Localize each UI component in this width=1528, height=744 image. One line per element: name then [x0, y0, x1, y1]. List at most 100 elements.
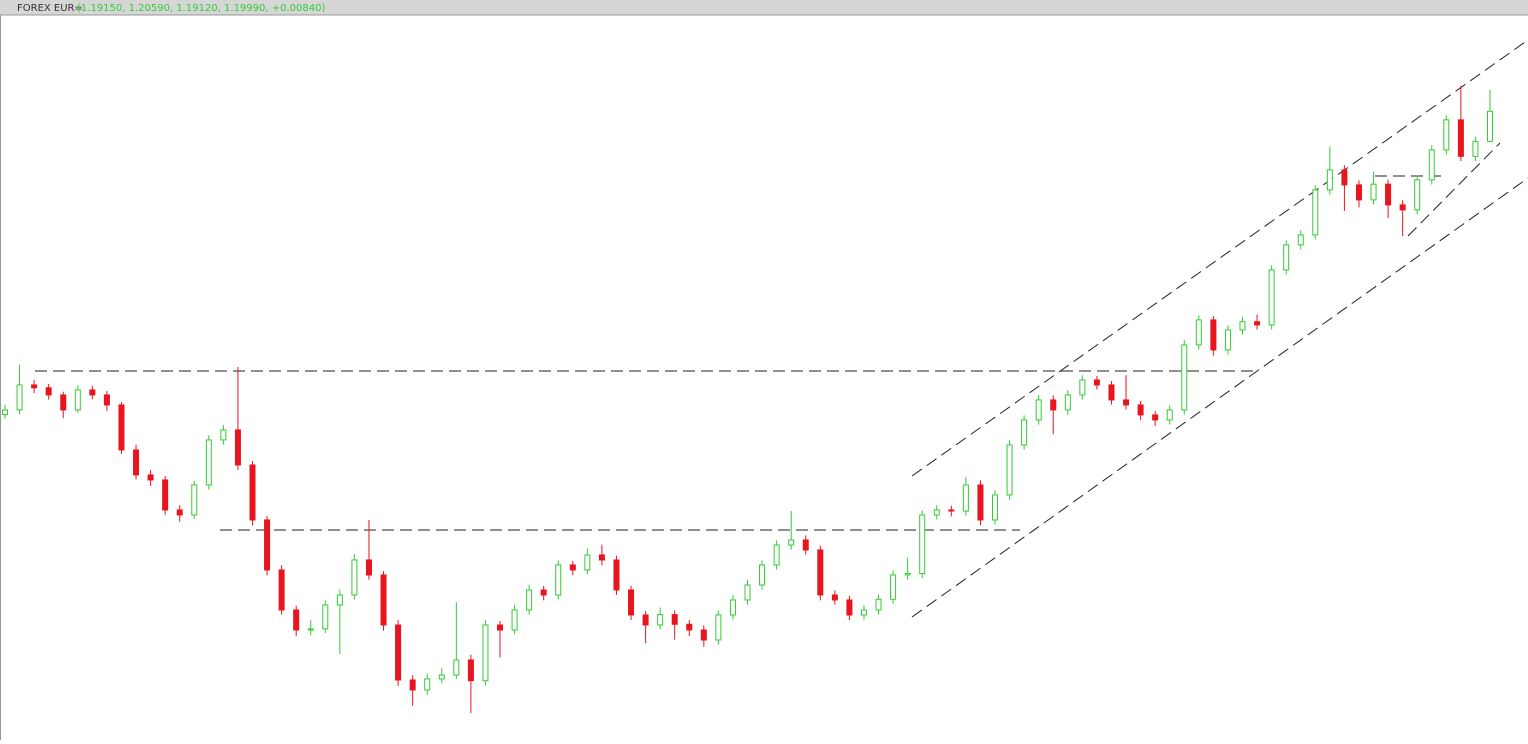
candle-body	[176, 509, 183, 516]
candle-body	[511, 609, 518, 631]
candle-body	[205, 439, 212, 486]
candle-body	[729, 599, 736, 616]
candle-body	[380, 574, 387, 626]
candle-body	[860, 609, 867, 616]
candle-body	[715, 614, 722, 641]
candle-body	[1166, 409, 1173, 421]
candle-body	[904, 573, 911, 576]
candle-body	[890, 574, 897, 600]
candle-body	[1341, 169, 1348, 186]
candle-body	[1224, 329, 1231, 351]
candle-body	[1137, 404, 1144, 416]
candle-body	[74, 389, 81, 411]
candle-body	[45, 387, 52, 396]
candle-body	[1399, 204, 1406, 211]
candle-body	[1457, 119, 1464, 157]
candle-body	[1152, 414, 1159, 421]
channel-lower	[911, 177, 1528, 618]
candle-body	[307, 628, 314, 631]
candle-body	[1006, 444, 1013, 496]
candle-body	[395, 624, 402, 681]
candle-body	[700, 629, 707, 641]
candle-body	[584, 554, 591, 571]
candle-body	[773, 544, 780, 566]
trend-lines	[35, 39, 1528, 618]
candle-body	[1370, 183, 1377, 201]
candle-body	[1326, 169, 1333, 191]
candle-body	[424, 678, 431, 691]
candle-body	[555, 564, 562, 596]
candle-body	[1312, 189, 1319, 236]
chart-subtitle: (1.19150, 1.20590, 1.19120, 1.19990, +0.…	[77, 3, 325, 14]
candle-body	[220, 429, 227, 441]
candle-body	[1268, 269, 1275, 326]
candle-body	[1181, 344, 1188, 411]
candle-body	[482, 624, 489, 682]
candle-body	[16, 384, 23, 411]
candle-body	[1385, 183, 1392, 206]
candle-body	[409, 679, 416, 691]
candle-body	[642, 614, 649, 626]
candle-body	[1414, 179, 1421, 211]
candle-body	[118, 404, 125, 451]
candle-body	[1283, 244, 1290, 271]
candle-body	[322, 604, 329, 630]
candle-body	[278, 569, 285, 611]
candle-body	[60, 394, 67, 411]
candle-body	[817, 549, 824, 596]
candle-body	[453, 659, 460, 676]
candle-body	[1093, 379, 1100, 386]
candle-body	[933, 509, 940, 516]
candle-body	[264, 519, 271, 571]
candle-body	[497, 624, 503, 631]
candle-body	[1035, 399, 1042, 421]
candle-body	[657, 614, 664, 626]
candle-body	[831, 594, 838, 601]
chart-title: FOREX EUR=	[17, 3, 83, 14]
candle-body	[103, 394, 110, 406]
channel-upper	[911, 39, 1528, 477]
candle-body	[1443, 119, 1450, 151]
candle-body	[759, 564, 766, 586]
candle-body	[526, 589, 533, 611]
candle-body	[613, 559, 620, 591]
candle-body	[1254, 321, 1261, 326]
candle-body	[365, 559, 372, 576]
candle-body	[802, 539, 809, 551]
candle-body	[875, 598, 882, 611]
candle-body	[1210, 319, 1217, 351]
candle-body	[628, 589, 635, 616]
candle-body	[467, 659, 474, 682]
candle-body	[1108, 384, 1115, 401]
candle-body	[846, 599, 853, 616]
candle-body	[1428, 149, 1435, 181]
candle-body	[540, 589, 547, 596]
candle-body	[686, 623, 693, 631]
candle-body	[1487, 110, 1493, 142]
candle-body	[1472, 140, 1479, 157]
candle-body	[1123, 399, 1130, 406]
candle-body	[351, 559, 358, 596]
candle-body	[133, 449, 140, 476]
candle-body	[162, 479, 169, 511]
candle-body	[293, 609, 300, 631]
candle-body	[438, 674, 445, 680]
candle-body	[569, 564, 576, 571]
candle-body	[234, 429, 241, 466]
candle-body	[977, 484, 984, 521]
candle-body	[31, 384, 38, 389]
candle-body	[1079, 379, 1086, 396]
candle-body	[948, 509, 955, 512]
candle-body	[1050, 399, 1057, 411]
candle-body	[89, 389, 96, 396]
candle-body	[962, 484, 969, 512]
header-bar	[0, 0, 1528, 15]
candle-body	[1239, 321, 1246, 331]
candle-body	[744, 584, 751, 601]
candle-body	[1195, 319, 1202, 346]
candle-body	[1021, 419, 1028, 446]
candle-body	[992, 494, 998, 521]
candle-body	[1064, 394, 1071, 411]
